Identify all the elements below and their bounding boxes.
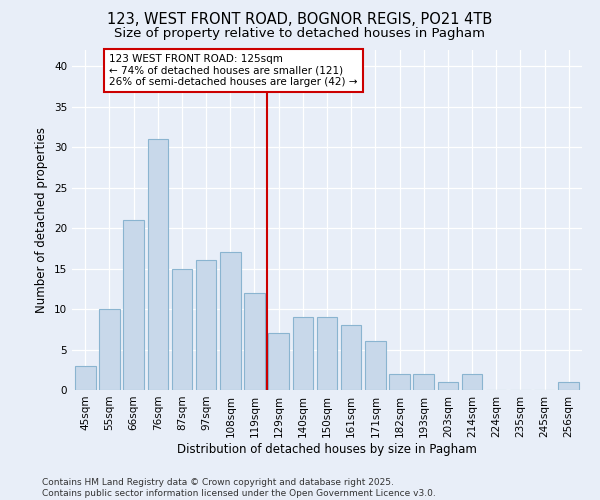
Bar [148,139,168,390]
Y-axis label: Number of detached properties: Number of detached properties [35,127,49,313]
Bar [341,325,361,390]
Bar [99,309,120,390]
Bar [413,374,434,390]
Text: Size of property relative to detached houses in Pagham: Size of property relative to detached ho… [115,28,485,40]
Bar [196,260,217,390]
Text: 123, WEST FRONT ROAD, BOGNOR REGIS, PO21 4TB: 123, WEST FRONT ROAD, BOGNOR REGIS, PO21… [107,12,493,28]
Text: 123 WEST FRONT ROAD: 125sqm
← 74% of detached houses are smaller (121)
26% of se: 123 WEST FRONT ROAD: 125sqm ← 74% of det… [109,54,358,87]
Bar [220,252,241,390]
Text: Contains HM Land Registry data © Crown copyright and database right 2025.
Contai: Contains HM Land Registry data © Crown c… [42,478,436,498]
Bar [268,334,289,390]
Bar [317,317,337,390]
Bar [124,220,144,390]
Bar [244,293,265,390]
Bar [559,382,579,390]
Bar [365,342,386,390]
X-axis label: Distribution of detached houses by size in Pagham: Distribution of detached houses by size … [177,442,477,456]
Bar [437,382,458,390]
Bar [172,268,192,390]
Bar [75,366,95,390]
Bar [293,317,313,390]
Bar [389,374,410,390]
Bar [462,374,482,390]
